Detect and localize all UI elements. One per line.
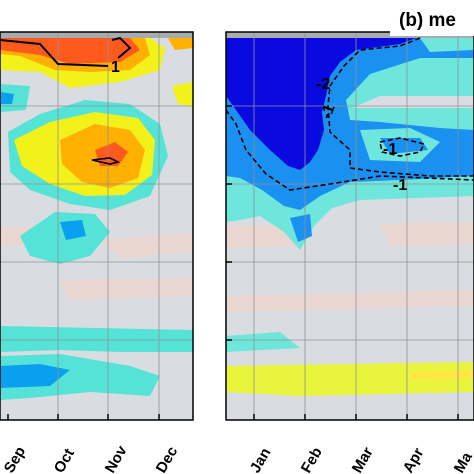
pale-band-b-3 <box>226 290 474 312</box>
contour-line-b-apr <box>379 137 426 157</box>
panel-a-top-strip <box>0 32 193 38</box>
contour-label-b-minus1-a: -1 <box>318 102 339 121</box>
panel-b: -2 -1 -1 -1 (b) me Jan Feb Mar Apr Ma <box>225 0 474 474</box>
panel-a-gridlines <box>0 32 193 420</box>
panel-a-frame <box>0 31 194 421</box>
pale-band-1 <box>100 232 193 258</box>
x-tick-label-b-may: Ma <box>451 449 474 474</box>
cool-region-b-core <box>226 38 416 170</box>
warm-spot-top-right <box>168 38 193 50</box>
x-tick-label-a-oct: Oct <box>51 446 78 474</box>
x-tick-label-a-nov: Nov <box>102 442 131 474</box>
cool-patch-b-bottom <box>226 332 300 352</box>
x-tick-label-b-mar: Mar <box>349 444 377 474</box>
pale-band-b-2 <box>380 222 474 246</box>
panel-a-field <box>0 32 193 420</box>
x-tick-label-b-apr: Apr <box>400 445 428 474</box>
cool-core-lower <box>0 364 70 388</box>
cool-patch-b-top-right <box>420 38 474 52</box>
panel-b-top-strip <box>226 32 474 38</box>
warm-anomaly-mid-core <box>95 142 128 166</box>
cool-band-lower-1 <box>0 326 193 352</box>
panel-b-ticks <box>226 105 459 420</box>
contour-line-a-top <box>0 36 132 67</box>
cool-patch-mid <box>20 212 110 264</box>
x-tick-label-a-sep: Sep <box>1 444 29 474</box>
x-tick-label-a-dec: Dec <box>153 444 181 474</box>
x-tick-label-b-jan: Jan <box>247 445 275 474</box>
cool-core-mid <box>60 220 86 240</box>
panel-b-title: (b) me <box>399 10 456 31</box>
panel-a: 1 Sep Oct Nov Dec <box>0 31 194 474</box>
contour-label-b-minus1-b: -1 <box>383 141 397 158</box>
contour-label-b-minus1-c: -1 <box>393 177 407 194</box>
x-tick-label-b-feb: Feb <box>298 444 326 474</box>
cool-core-upper-left <box>0 92 14 104</box>
contour-line-a-mid <box>91 157 121 165</box>
contour-label-a-1: 1 <box>111 59 120 76</box>
panel-b-gridlines <box>226 32 474 420</box>
panel-b-frame <box>225 31 474 421</box>
contour-line-b-outer <box>226 109 474 191</box>
warm-band-b-lower <box>226 362 474 396</box>
pale-band-3 <box>60 278 193 300</box>
cool-patch-upper-left <box>0 84 30 112</box>
panel-b-label-bg <box>390 0 474 36</box>
cool-patch-b-feb <box>290 214 312 242</box>
panel-b-field <box>226 32 474 420</box>
panel-a-ticks <box>7 414 160 420</box>
warm-patch-right <box>172 82 193 106</box>
contour-label-b-minus2: -2 <box>316 76 330 93</box>
